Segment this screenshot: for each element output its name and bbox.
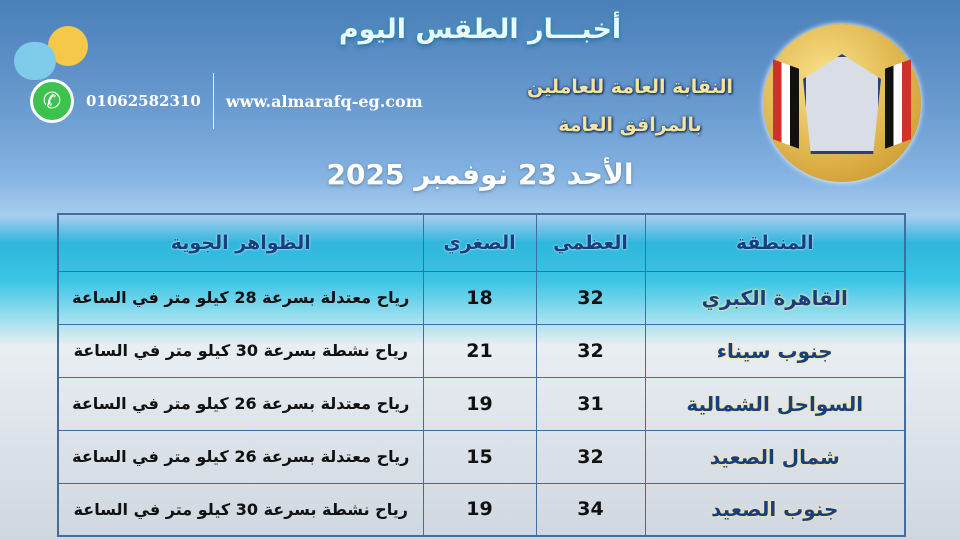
page-title: أخبـــار الطقس اليوم [338, 14, 622, 45]
phone-number: 01062582310 [86, 92, 201, 110]
max-temp-cell: 32 [535, 429, 646, 484]
table-row: السواحل الشمالية 31 19 رياح معتدلة بسرعة 26… [57, 376, 906, 431]
region-cell: القاهرة الكبري [644, 270, 906, 325]
header-max: العظمي [535, 213, 646, 272]
table-row: شمال الصعيد 32 15 رياح معتدلة بسرعة 26 كيلو… [57, 429, 906, 484]
weather-table: المنطقة العظمي الصغري الظواهر الجوية الق… [57, 213, 906, 537]
max-temp-cell: 31 [535, 376, 646, 431]
min-temp-cell: 19 [422, 482, 537, 537]
table-row: القاهرة الكبري 32 18 رياح معتدلة بسرعة 28 ك… [57, 270, 906, 325]
max-temp-cell: 32 [535, 323, 646, 378]
divider [212, 73, 214, 129]
whatsapp-icon[interactable]: ✆ [30, 79, 74, 123]
website-link[interactable]: www.almarafq-eg.com [225, 91, 423, 111]
union-logo [763, 24, 921, 182]
region-cell: جنوب الصعيد [644, 482, 906, 537]
region-cell: جنوب سيناء [644, 323, 906, 378]
weather-cell: رياح معتدلة بسرعة 26 كيلو متر في الساعة [57, 376, 424, 431]
region-cell: شمال الصعيد [644, 429, 906, 484]
flag-left [773, 59, 799, 149]
header-region: المنطقة [644, 213, 906, 272]
union-name: النقابة العامة للعاملين بالمرافق العامة [520, 68, 740, 144]
union-line-1: النقابة العامة للعاملين [526, 76, 733, 98]
table-row: جنوب سيناء 32 21 رياح نشطة بسرعة 30 كيلو مت… [57, 323, 906, 378]
max-temp-cell: 34 [535, 482, 646, 537]
contact-bar: ✆ 01062582310 www.almarafq-eg.com [30, 72, 423, 130]
weather-cell: رياح نشطة بسرعة 30 كيلو متر في الساعة [57, 323, 424, 378]
cloud-sun-icon [10, 12, 88, 80]
union-line-2: بالمرافق العامة [558, 114, 702, 136]
header-min: الصغري [422, 213, 537, 272]
weather-cell: رياح معتدلة بسرعة 28 كيلو متر في الساعة [57, 270, 424, 325]
min-temp-cell: 15 [422, 429, 537, 484]
weather-cell: رياح نشطة بسرعة 30 كيلو متر في الساعة [57, 482, 424, 537]
min-temp-cell: 19 [422, 376, 537, 431]
table-row: جنوب الصعيد 34 19 رياح نشطة بسرعة 30 كيلو م… [57, 482, 906, 537]
header-weather: الظواهر الجوية [57, 213, 424, 272]
region-cell: السواحل الشمالية [644, 376, 906, 431]
weather-cell: رياح معتدلة بسرعة 26 كيلو متر في الساعة [57, 429, 424, 484]
min-temp-cell: 18 [422, 270, 537, 325]
min-temp-cell: 21 [422, 323, 537, 378]
date-label: الأحد 23 نوفمبر 2025 [326, 158, 634, 191]
logo-emblem [803, 54, 881, 154]
flag-right [885, 59, 911, 149]
max-temp-cell: 32 [535, 270, 646, 325]
